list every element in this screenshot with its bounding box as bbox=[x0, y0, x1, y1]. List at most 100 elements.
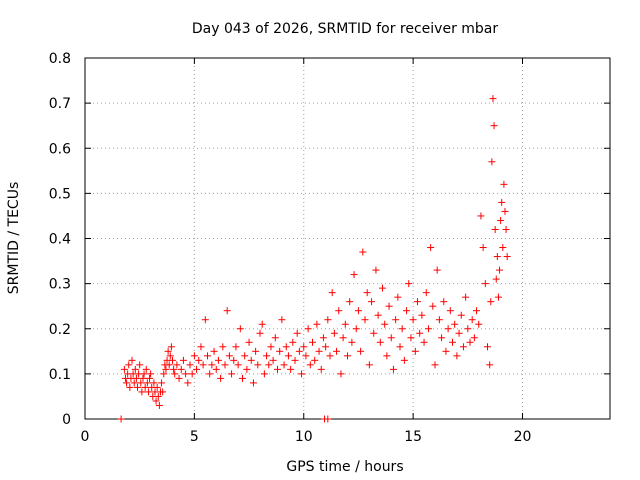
data-point bbox=[249, 379, 257, 387]
data-point bbox=[503, 253, 511, 261]
y-tick-label: 0.5 bbox=[49, 186, 71, 202]
data-point bbox=[339, 334, 347, 342]
data-point bbox=[359, 248, 367, 256]
data-point bbox=[221, 361, 229, 369]
data-point bbox=[197, 343, 205, 351]
data-point bbox=[258, 320, 266, 328]
data-point bbox=[379, 284, 386, 292]
data-point bbox=[188, 370, 196, 378]
data-point bbox=[500, 180, 508, 188]
data-point bbox=[295, 347, 303, 355]
data-point bbox=[464, 325, 472, 333]
data-point bbox=[134, 383, 141, 391]
data-point bbox=[438, 334, 446, 342]
data-point bbox=[361, 316, 369, 324]
data-point bbox=[132, 374, 140, 382]
data-point bbox=[223, 307, 231, 315]
data-point bbox=[214, 356, 222, 364]
scatter-points bbox=[117, 95, 511, 423]
data-point bbox=[330, 329, 338, 337]
data-point bbox=[502, 225, 510, 233]
x-tick-label: 10 bbox=[295, 429, 313, 445]
data-point bbox=[245, 338, 253, 346]
data-point bbox=[165, 361, 173, 369]
y-tick-label: 0.4 bbox=[49, 232, 71, 248]
data-point bbox=[159, 388, 167, 396]
data-point bbox=[150, 379, 158, 387]
data-point bbox=[328, 289, 336, 297]
data-point bbox=[153, 383, 161, 391]
data-point bbox=[162, 365, 170, 373]
data-point bbox=[126, 383, 134, 391]
data-point bbox=[389, 365, 397, 373]
data-point bbox=[374, 311, 382, 319]
x-tick-label: 20 bbox=[514, 429, 532, 445]
data-point bbox=[154, 392, 162, 400]
data-point bbox=[186, 361, 194, 369]
data-point bbox=[138, 388, 146, 396]
data-point bbox=[372, 266, 380, 274]
data-point bbox=[234, 361, 242, 369]
data-point bbox=[387, 334, 395, 342]
data-point bbox=[487, 298, 495, 306]
data-point bbox=[403, 307, 411, 315]
data-point bbox=[335, 307, 343, 315]
data-point bbox=[442, 347, 450, 355]
data-point bbox=[282, 343, 290, 351]
data-point bbox=[414, 298, 421, 306]
data-point bbox=[241, 352, 249, 360]
data-point bbox=[494, 293, 502, 301]
data-point bbox=[315, 347, 323, 355]
data-point bbox=[179, 356, 187, 364]
data-point bbox=[499, 244, 507, 252]
data-point bbox=[486, 361, 494, 369]
data-point bbox=[411, 347, 419, 355]
data-point bbox=[440, 298, 448, 306]
data-point bbox=[146, 374, 154, 382]
data-point bbox=[453, 352, 461, 360]
data-point bbox=[177, 365, 185, 373]
data-point bbox=[204, 352, 211, 360]
data-point bbox=[497, 216, 505, 224]
data-point bbox=[498, 198, 506, 206]
data-point bbox=[252, 347, 260, 355]
data-point bbox=[473, 307, 481, 315]
data-point bbox=[435, 316, 443, 324]
data-point bbox=[479, 244, 487, 252]
data-point bbox=[298, 370, 306, 378]
data-point bbox=[354, 307, 362, 315]
data-point bbox=[488, 158, 496, 166]
data-point bbox=[167, 343, 175, 351]
y-tick-label: 0.7 bbox=[49, 96, 71, 112]
data-point bbox=[136, 361, 144, 369]
y-tick-label: 0.8 bbox=[49, 51, 71, 67]
data-point bbox=[280, 361, 288, 369]
data-point bbox=[394, 293, 402, 301]
data-point bbox=[496, 266, 504, 274]
data-point bbox=[201, 316, 209, 324]
data-point bbox=[158, 379, 166, 387]
data-point bbox=[409, 316, 417, 324]
x-axis-label: GPS time / hours bbox=[286, 459, 403, 475]
data-point bbox=[416, 329, 424, 337]
data-point bbox=[313, 320, 321, 328]
data-point bbox=[383, 352, 391, 360]
data-point bbox=[256, 329, 264, 337]
data-point bbox=[433, 266, 441, 274]
data-point bbox=[311, 356, 319, 364]
data-point bbox=[210, 347, 218, 355]
data-point bbox=[429, 302, 437, 310]
data-point bbox=[455, 329, 463, 337]
data-point bbox=[449, 338, 456, 346]
data-point bbox=[501, 207, 509, 215]
data-point bbox=[184, 379, 192, 387]
x-tick-label: 0 bbox=[81, 429, 90, 445]
data-point bbox=[170, 365, 178, 373]
data-point bbox=[171, 370, 179, 378]
chart-title: Day 043 of 2026, SRMTID for receiver mba… bbox=[192, 21, 499, 37]
data-point bbox=[418, 311, 426, 319]
y-axis-label: SRMTID / TECUs bbox=[6, 182, 22, 295]
x-axis-ticks: 0 5 10 15 20 bbox=[81, 58, 532, 445]
data-point bbox=[484, 343, 491, 351]
